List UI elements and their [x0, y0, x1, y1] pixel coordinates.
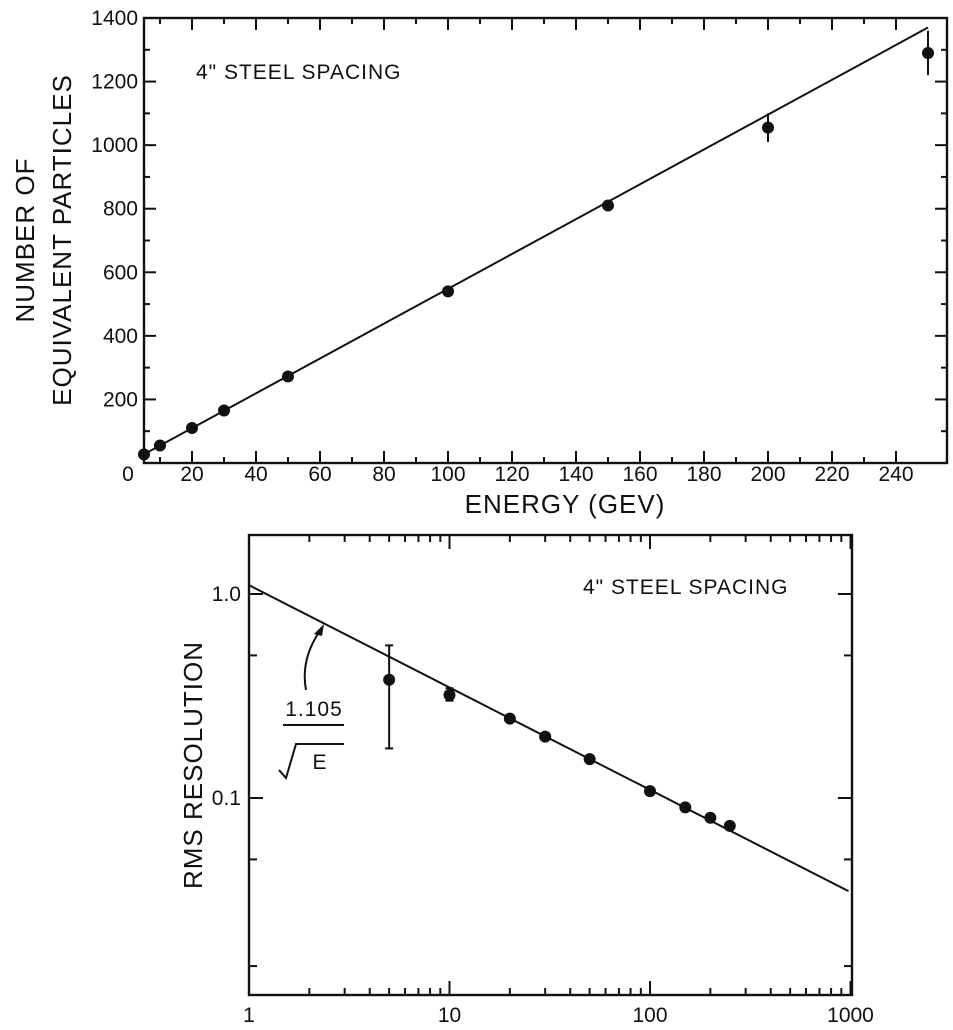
bottom-y-tick-label: 1.0	[212, 583, 241, 606]
top-x-tick-label: 80	[372, 463, 395, 486]
top-y-tick-label: 600	[103, 261, 138, 284]
top-y-tick-labels: 200 400 600 800 1000 1200 1400	[91, 7, 138, 411]
top-axis-ticks	[144, 17, 947, 464]
rms-resolution-chart: 1.0 0.1 1 10 100 1000 4" STEEL SPACING RMS R…	[178, 533, 874, 1027]
bottom-y-tick-labels: 1.0 0.1	[212, 583, 241, 810]
top-data-point	[602, 199, 614, 212]
top-data-point	[282, 370, 294, 383]
bottom-data-point	[723, 819, 736, 832]
top-x-axis-title: ENERGY (GEV)	[465, 489, 666, 519]
top-data-point	[218, 404, 230, 417]
bottom-x-tick-label: 1000	[827, 1004, 874, 1027]
fit-formula-denominator: E	[312, 751, 327, 774]
top-fit-line	[140, 26, 929, 457]
top-data-points	[138, 30, 934, 461]
fit-label-leader	[303, 627, 323, 691]
top-x-tick-label: 40	[244, 463, 267, 486]
top-data-point	[442, 285, 454, 298]
top-x-tick-label: 120	[494, 463, 529, 486]
top-x-tick-label: 100	[430, 463, 465, 486]
top-data-point	[186, 422, 198, 435]
top-y-tick-label: 1000	[91, 134, 138, 157]
bottom-y-tick-label: 0.1	[212, 787, 241, 810]
bottom-y-axis-title: RMS RESOLUTION	[178, 641, 208, 889]
top-x-tick-label: 240	[878, 463, 913, 486]
bottom-data-points	[383, 644, 736, 832]
top-data-point	[922, 46, 934, 59]
bottom-data-point	[644, 785, 656, 798]
top-y-tick-label: 800	[103, 198, 138, 221]
bottom-data-point	[443, 688, 456, 701]
bottom-axis-ticks	[248, 535, 852, 995]
top-y-axis-title-line1: NUMBER OF	[10, 158, 40, 323]
top-x-tick-label: 60	[308, 463, 331, 486]
fit-label-arrowhead	[314, 624, 324, 636]
top-data-point	[762, 121, 774, 134]
top-x-tick-label: 160	[622, 463, 657, 486]
bottom-x-tick-label: 100	[632, 1004, 667, 1027]
bottom-x-tick-label: 10	[438, 1004, 461, 1027]
bottom-data-point	[679, 801, 692, 814]
bottom-plot-frame	[247, 533, 854, 997]
top-x-origin-label: 0	[122, 463, 134, 486]
fit-formula-label: 1.105 E	[278, 624, 344, 781]
bottom-data-point	[704, 811, 717, 824]
top-x-tick-label: 20	[180, 463, 203, 486]
bottom-annotation: 4" STEEL SPACING	[583, 576, 789, 599]
top-data-point	[154, 439, 166, 452]
top-y-axis-title-line2: EQUIVALENT PARTICLES	[47, 74, 77, 406]
top-plot-frame	[142, 16, 949, 465]
top-y-tick-label: 1200	[91, 71, 138, 94]
top-data-point	[138, 448, 150, 461]
top-y-tick-label: 200	[103, 388, 138, 411]
top-x-tick-label: 140	[558, 463, 593, 486]
bottom-x-tick-label: 1	[243, 1004, 255, 1027]
fit-formula-numerator: 1.105	[285, 698, 343, 721]
top-annotation: 4" STEEL SPACING	[196, 61, 402, 84]
top-x-tick-label: 180	[686, 463, 721, 486]
bottom-x-tick-labels: 1 10 100 1000	[243, 1004, 874, 1027]
bottom-data-point	[539, 730, 552, 743]
top-x-tick-label: 200	[750, 463, 785, 486]
bottom-data-point	[583, 753, 596, 766]
bottom-data-point	[383, 673, 396, 686]
top-x-tick-label: 220	[814, 463, 849, 486]
top-y-tick-label: 400	[103, 325, 138, 348]
top-y-tick-label: 1400	[91, 7, 138, 30]
bottom-data-point	[503, 712, 516, 725]
top-x-tick-labels: 20 40 60 80 100 120 140 160 180 200 220 240	[180, 463, 913, 486]
square-root-sign	[278, 743, 344, 781]
